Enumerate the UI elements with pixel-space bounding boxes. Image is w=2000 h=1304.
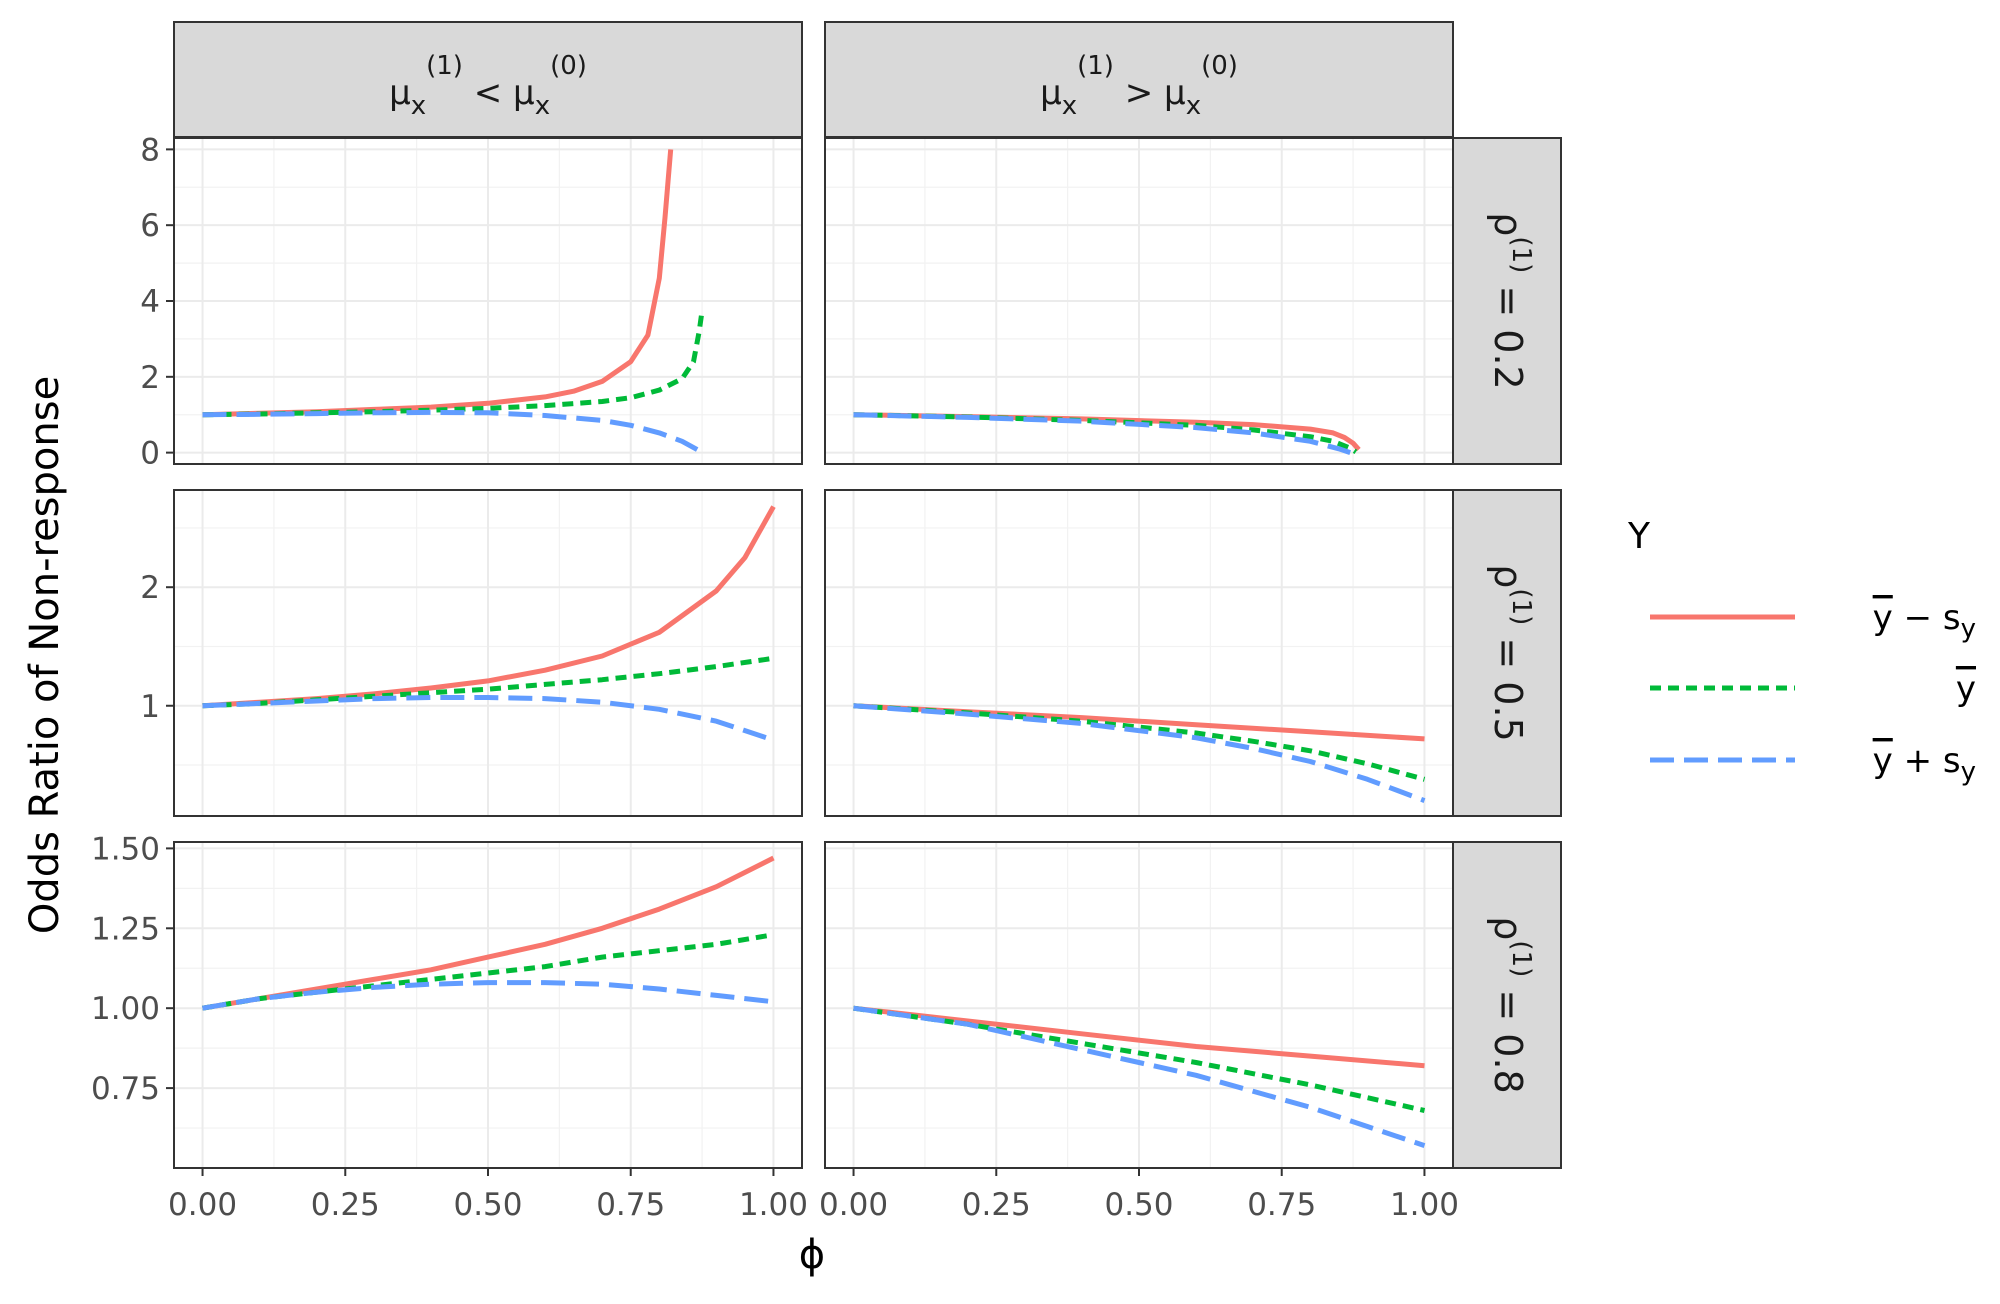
x-tick-label: 0.25 — [962, 1187, 1031, 1223]
series-line-plus — [202, 409, 701, 453]
legend-op: + — [1893, 741, 1943, 781]
legend-s: s — [1943, 598, 1961, 638]
legend-s: s — [1943, 741, 1961, 781]
x-tick-label: 0.50 — [1104, 1187, 1173, 1223]
y-tick-label: 0 — [140, 436, 160, 472]
strip-sub: x — [1062, 91, 1077, 121]
strip-mu: μ — [513, 73, 535, 113]
strip-sub: x — [1186, 91, 1201, 121]
x-tick-label: 1.00 — [1390, 1187, 1459, 1223]
y-tick-label: 2 — [140, 570, 160, 606]
series-line-mean — [853, 1005, 1426, 1113]
strip-rho: ρ — [1486, 564, 1530, 588]
y-tick-label: 0.75 — [91, 1071, 160, 1107]
series-line-plus — [853, 412, 1351, 455]
x-tick-label: 0.75 — [1247, 1187, 1316, 1223]
series-line-mean — [202, 655, 774, 709]
legend-title: Y — [1627, 516, 1651, 557]
x-tick-label: 0.00 — [819, 1187, 888, 1223]
legend-ybar: y — [1873, 598, 1893, 638]
panel-r2-c1: 0.00 0.25 0.50 0.75 1.00 — [819, 841, 1459, 1223]
column-strip-label: μx(1) < μx(0) — [389, 51, 587, 121]
strip-sup: (1) — [1506, 236, 1536, 273]
panel-r0-c1 — [824, 137, 1454, 465]
series-line-plus — [202, 695, 775, 743]
strip-mu: μ — [389, 73, 411, 113]
legend-sub: y — [1961, 614, 1976, 644]
panel-r1-c0: 12 — [140, 489, 803, 817]
strip-sup: (1) — [1506, 588, 1536, 625]
y-tick-label: 1.25 — [91, 911, 160, 947]
series-line-plus — [853, 703, 1426, 803]
strip-rho: ρ — [1486, 212, 1530, 236]
strip-rest: = 0.8 — [1486, 977, 1530, 1093]
strip-sup: (1) — [426, 51, 463, 81]
row-strip — [1452, 137, 1562, 465]
strip-mu: μ — [1040, 73, 1062, 113]
legend-op: − — [1893, 598, 1943, 638]
row-strip — [1452, 489, 1562, 817]
strip-op: < — [463, 73, 513, 113]
panel-border — [824, 137, 1454, 465]
y-tick-label: 1 — [140, 689, 160, 725]
row-strip-label: ρ(1) = 0.5 — [1486, 564, 1536, 741]
series-line-mean — [853, 703, 1426, 782]
strip-rest: = 0.2 — [1486, 273, 1530, 389]
y-tick-label: 8 — [140, 132, 160, 168]
x-axis-title: ϕ — [799, 1232, 825, 1278]
strip-mu: μ — [1164, 73, 1186, 113]
legend-label-mean: y — [1956, 669, 1976, 709]
panel-border — [824, 489, 1454, 817]
legend-sub: y — [1961, 757, 1976, 787]
column-strip — [824, 21, 1454, 138]
x-tick-label: 0.50 — [453, 1187, 522, 1223]
strip-rho: ρ — [1486, 916, 1530, 940]
panel-r1-c1 — [824, 489, 1454, 817]
y-tick-label: 6 — [140, 208, 160, 244]
panel-border — [173, 489, 803, 817]
x-tick-label: 0.25 — [311, 1187, 380, 1223]
x-tick-label: 0.00 — [168, 1187, 237, 1223]
series-line-plus — [202, 980, 774, 1011]
x-tick-label: 0.75 — [596, 1187, 665, 1223]
row-strip-label: ρ(1) = 0.8 — [1486, 916, 1536, 1093]
y-tick-label: 1.50 — [91, 831, 160, 867]
legend-label-minus: y − sy — [1873, 598, 1976, 644]
row-strip-label: ρ(1) = 0.2 — [1486, 212, 1536, 389]
strip-sup: (1) — [1077, 51, 1114, 81]
column-strip — [173, 21, 803, 138]
strip-sup: (1) — [1506, 940, 1536, 977]
panel-r0-c0: 0 2 4 6 8 — [140, 132, 803, 472]
series-line-minus — [853, 1005, 1425, 1069]
strip-op: > — [1114, 73, 1164, 113]
row-strip — [1452, 841, 1562, 1169]
strip-rest: = 0.5 — [1486, 625, 1530, 741]
strip-sub: x — [535, 91, 550, 121]
y-tick-label: 2 — [140, 360, 160, 396]
strip-sup: (0) — [550, 51, 587, 81]
y-axis-title: Odds Ratio of Non-response — [22, 376, 68, 934]
legend-label-plus: y + sy — [1873, 741, 1976, 787]
series-line-plus — [853, 1005, 1426, 1148]
legend-ybar: y — [1873, 741, 1893, 781]
x-tick-label: 1.00 — [739, 1187, 808, 1223]
strip-sub: x — [411, 91, 426, 121]
y-tick-label: 1.00 — [91, 991, 160, 1027]
column-strip-label: μx(1) > μx(0) — [1040, 51, 1238, 121]
strip-sup: (0) — [1201, 51, 1238, 81]
panel-r2-c0: 0.75 1.00 1.25 1.50 0.00 0.25 0.50 0.75 1.00 — [91, 831, 808, 1223]
legend-ybar: y — [1956, 669, 1976, 709]
series-line-mean — [202, 932, 774, 1011]
y-tick-label: 4 — [140, 284, 160, 320]
